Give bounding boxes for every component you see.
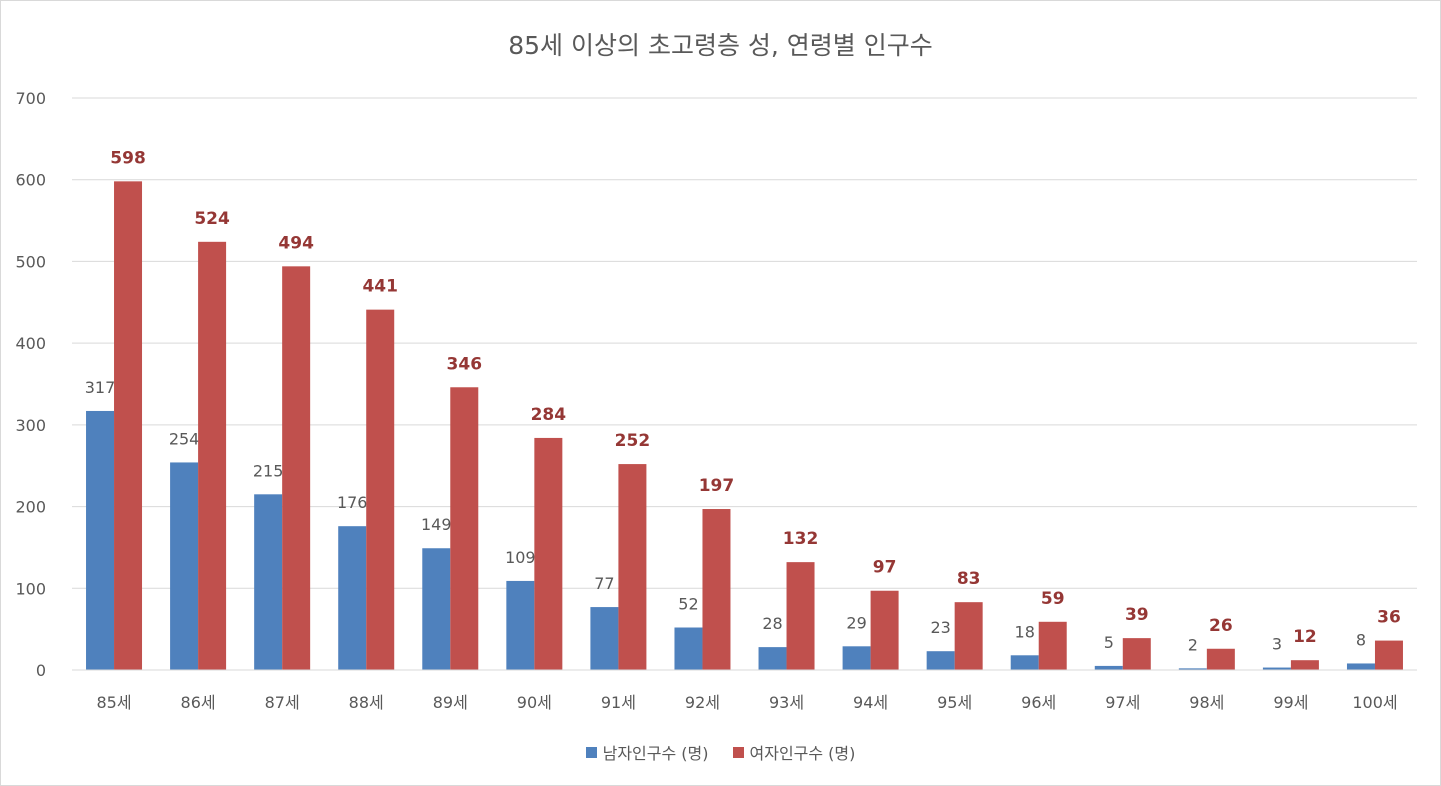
bar-male-8: [758, 647, 787, 670]
x-tick-label-5: 90세: [517, 693, 552, 712]
bar-male-5: [506, 580, 535, 670]
x-tick-label-4: 89세: [433, 693, 468, 712]
bar-male-2: [254, 494, 283, 670]
bar-male-13: [1178, 668, 1207, 670]
data-label-female-3: 441: [362, 277, 398, 297]
y-tick-label-200: 200: [15, 498, 46, 517]
bar-female-9: [870, 590, 899, 670]
bar-male-10: [926, 651, 955, 670]
data-label-male-13: 2: [1188, 635, 1198, 654]
data-label-male-10: 23: [930, 618, 950, 637]
y-tick-label-100: 100: [15, 579, 46, 598]
bar-female-3: [366, 309, 395, 670]
legend-item-female: 여자인구수 (명): [732, 740, 856, 764]
x-tick-label-0: 85세: [96, 693, 131, 712]
data-label-male-0: 317: [85, 378, 116, 397]
bar-female-11: [1038, 621, 1067, 670]
x-tick-label-3: 88세: [349, 693, 384, 712]
data-label-female-2: 494: [278, 233, 314, 253]
data-label-male-11: 18: [1015, 622, 1035, 641]
data-label-female-12: 39: [1125, 605, 1149, 625]
legend: 남자인구수 (명) 여자인구수 (명): [0, 740, 1441, 764]
data-label-male-4: 149: [421, 515, 452, 534]
legend-swatch-female: [732, 746, 744, 758]
data-label-female-14: 12: [1293, 627, 1317, 647]
x-tick-label-14: 99세: [1273, 693, 1308, 712]
data-label-female-8: 132: [783, 529, 819, 549]
data-label-male-1: 254: [169, 429, 200, 448]
data-label-male-2: 215: [253, 461, 284, 480]
data-label-male-5: 109: [505, 548, 536, 567]
y-tick-label-300: 300: [15, 416, 46, 435]
data-label-female-1: 524: [194, 209, 230, 229]
data-label-female-11: 59: [1041, 589, 1065, 609]
legend-swatch-male: [585, 746, 597, 758]
x-tick-label-7: 92세: [685, 693, 720, 712]
data-label-female-4: 346: [447, 354, 483, 374]
data-label-male-8: 28: [762, 614, 782, 633]
data-label-male-6: 77: [594, 574, 614, 593]
chart-title: 85세 이상의 초고령층 성, 연령별 인구수: [508, 31, 933, 60]
data-label-female-15: 36: [1377, 608, 1401, 628]
bar-male-7: [674, 627, 703, 670]
bar-male-12: [1094, 665, 1123, 670]
x-tick-label-12: 97세: [1105, 693, 1140, 712]
data-label-female-5: 284: [531, 405, 567, 425]
bar-male-4: [422, 548, 451, 670]
bar-female-7: [702, 509, 731, 670]
bar-male-11: [1010, 655, 1039, 670]
data-label-male-12: 5: [1104, 633, 1114, 652]
x-tick-label-13: 98세: [1189, 693, 1224, 712]
bar-female-13: [1206, 648, 1235, 670]
data-label-female-10: 83: [957, 569, 981, 589]
y-tick-label-700: 700: [15, 89, 46, 108]
bar-female-2: [282, 266, 311, 670]
bar-male-14: [1262, 667, 1291, 670]
y-tick-label-500: 500: [15, 252, 46, 271]
x-tick-label-9: 94세: [853, 693, 888, 712]
legend-label-female: 여자인구수 (명): [749, 744, 856, 763]
data-label-female-9: 97: [873, 558, 897, 578]
bar-male-1: [170, 462, 199, 670]
bar-female-15: [1374, 640, 1403, 670]
bar-female-14: [1290, 660, 1319, 670]
y-tick-label-600: 600: [15, 171, 46, 190]
x-tick-label-1: 86세: [181, 693, 216, 712]
data-label-female-7: 197: [699, 476, 735, 496]
bar-female-6: [618, 464, 647, 670]
data-label-male-3: 176: [337, 493, 368, 512]
data-label-male-15: 8: [1356, 630, 1366, 649]
bar-male-0: [86, 410, 115, 670]
bar-female-10: [954, 602, 983, 670]
bar-male-3: [338, 526, 367, 670]
y-tick-label-0: 0: [36, 661, 46, 680]
x-tick-label-6: 91세: [601, 693, 636, 712]
data-label-female-13: 26: [1209, 616, 1233, 636]
x-tick-label-8: 93세: [769, 693, 804, 712]
bar-male-6: [590, 607, 619, 670]
data-label-male-9: 29: [846, 613, 866, 632]
data-label-female-0: 598: [110, 148, 146, 168]
data-label-male-14: 3: [1272, 635, 1282, 654]
bar-female-5: [534, 437, 563, 670]
x-tick-label-15: 100세: [1352, 693, 1397, 712]
bar-male-15: [1346, 663, 1375, 670]
bar-female-4: [450, 387, 479, 670]
data-label-female-6: 252: [615, 431, 651, 451]
bar-female-12: [1122, 638, 1151, 670]
x-tick-label-2: 87세: [265, 693, 300, 712]
data-label-male-7: 52: [678, 595, 698, 614]
bar-male-9: [842, 646, 871, 670]
x-tick-label-10: 95세: [937, 693, 972, 712]
y-tick-label-400: 400: [15, 334, 46, 353]
legend-item-male: 남자인구수 (명): [585, 740, 709, 764]
bar-female-1: [198, 241, 227, 670]
legend-label-male: 남자인구수 (명): [602, 744, 709, 763]
bar-female-8: [786, 562, 815, 670]
bar-female-0: [114, 181, 143, 670]
x-tick-label-11: 96세: [1021, 693, 1056, 712]
